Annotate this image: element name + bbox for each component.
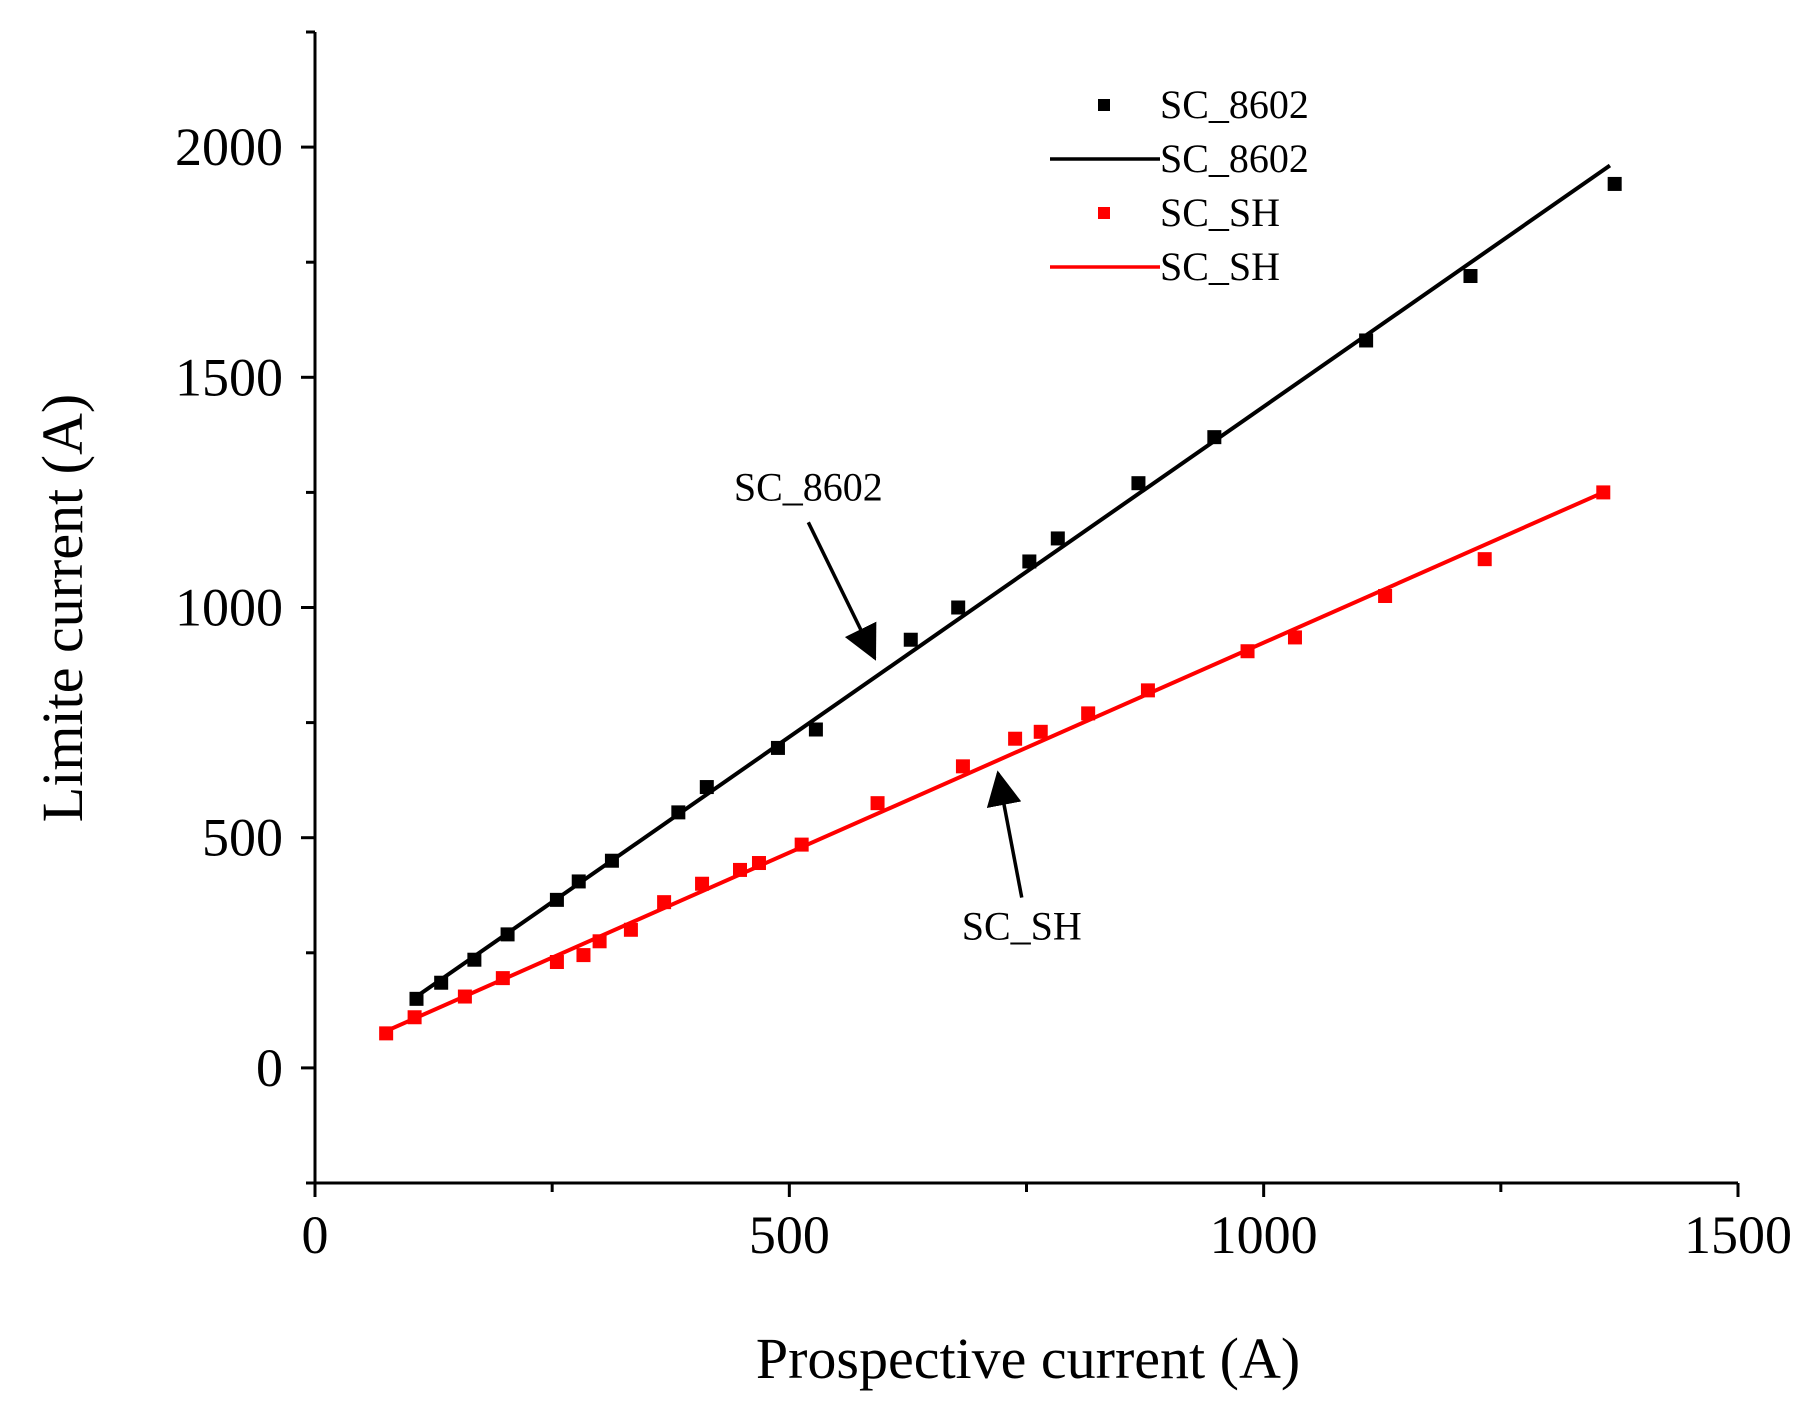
data-point [576,948,591,963]
ticks [301,30,1740,1197]
y-axis-title: Limite current (A) [30,394,95,822]
y-tick-label: 2000 [175,117,283,177]
legend-label: SC_SH [1160,190,1280,235]
data-point [695,876,710,891]
y-tick-label: 500 [202,808,283,868]
data-point [1131,476,1146,491]
legend-label: SC_8602 [1160,136,1309,181]
data-point [1008,731,1023,746]
x-tick-label: 1000 [1210,1205,1318,1265]
x-tick-label: 0 [302,1205,329,1265]
data-point [951,600,966,615]
legend-swatch-point [1098,99,1110,111]
legend-label: SC_8602 [1160,82,1309,127]
data-point [1463,269,1478,284]
data-point [903,632,918,647]
fit-line [385,490,1605,1033]
points-sc-8602 [409,176,1622,1006]
legend-swatch-point [1098,207,1110,219]
y-tick-label: 0 [256,1038,283,1098]
data-point [1050,531,1065,546]
annotation-label: SC_8602 [734,464,883,509]
annotation-layer: SC_8602 SC_SH [734,464,1082,948]
legend: SC_8602 SC_8602 SC_SH SC_SH [1050,82,1309,289]
x-tick-label: 1500 [1684,1205,1792,1265]
x-axis-title: Prospective current (A) [756,1326,1300,1391]
data-point [808,722,823,737]
legend-item: SC_SH [1098,190,1280,235]
legend-item: SC_SH [1050,244,1280,289]
annotation-arrow [986,770,1024,898]
fit-line-sc-8602 [415,163,1612,999]
data-point [1477,552,1492,567]
data-point [1287,630,1302,645]
x-tick-label: 500 [749,1205,830,1265]
fit-line [415,163,1612,999]
fit-line-sc-sh [385,490,1605,1033]
annotation-arrow [806,521,877,661]
legend-label: SC_SH [1160,244,1280,289]
data-point [955,759,970,774]
axes [313,32,1738,1185]
legend-item: SC_8602 [1050,136,1309,181]
data-point [1033,724,1048,739]
tick-labels: 0 500 1000 1500 0 500 1000 1500 2000 [175,117,1792,1265]
annotation-label: SC_SH [962,904,1082,949]
y-tick-label: 1000 [175,578,283,638]
data-point [1607,176,1622,191]
legend-item: SC_8602 [1098,82,1309,127]
data-point [870,796,885,811]
y-tick-label: 1500 [175,347,283,407]
series-layer [379,163,1622,1041]
